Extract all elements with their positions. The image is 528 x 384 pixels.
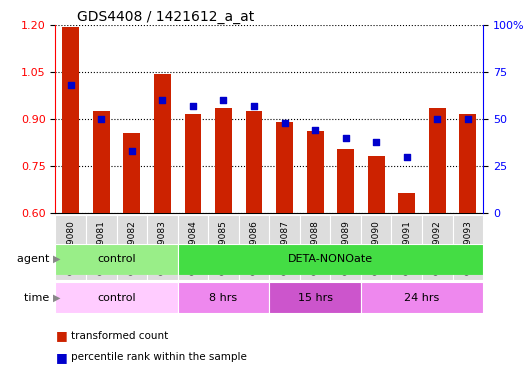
Text: 15 hrs: 15 hrs xyxy=(298,293,333,303)
Bar xyxy=(307,131,324,213)
Text: GSM549090: GSM549090 xyxy=(372,220,381,275)
Text: GSM549088: GSM549088 xyxy=(310,220,319,275)
Bar xyxy=(269,215,300,280)
Text: GSM549083: GSM549083 xyxy=(158,220,167,275)
Bar xyxy=(361,215,391,280)
Bar xyxy=(459,114,476,213)
Point xyxy=(188,103,197,109)
Bar xyxy=(86,215,117,280)
Point xyxy=(342,135,350,141)
Point xyxy=(250,103,258,109)
Bar xyxy=(215,108,232,213)
Bar xyxy=(391,215,422,280)
Point xyxy=(158,97,167,103)
Text: 24 hrs: 24 hrs xyxy=(404,293,440,303)
Text: percentile rank within the sample: percentile rank within the sample xyxy=(71,352,247,362)
Bar xyxy=(124,133,140,213)
Bar xyxy=(269,282,361,313)
Point xyxy=(311,127,319,133)
Bar xyxy=(337,149,354,213)
Bar xyxy=(361,282,483,313)
Bar xyxy=(55,282,177,313)
Text: GSM549086: GSM549086 xyxy=(250,220,259,275)
Text: GSM549081: GSM549081 xyxy=(97,220,106,275)
Text: time: time xyxy=(24,293,53,303)
Bar xyxy=(177,282,269,313)
Text: DETA-NONOate: DETA-NONOate xyxy=(288,254,373,264)
Text: GSM549082: GSM549082 xyxy=(127,220,136,275)
Point xyxy=(433,116,441,122)
Text: ▶: ▶ xyxy=(53,254,60,264)
Point xyxy=(128,148,136,154)
Bar xyxy=(331,215,361,280)
Point xyxy=(280,120,289,126)
Text: GSM549093: GSM549093 xyxy=(464,220,473,275)
Text: GSM549080: GSM549080 xyxy=(66,220,75,275)
Point xyxy=(464,116,472,122)
Bar xyxy=(184,114,201,213)
Point xyxy=(402,154,411,160)
Bar xyxy=(300,215,331,280)
Text: control: control xyxy=(97,254,136,264)
Bar xyxy=(429,108,446,213)
Text: 8 hrs: 8 hrs xyxy=(210,293,238,303)
Bar xyxy=(117,215,147,280)
Text: control: control xyxy=(97,293,136,303)
Text: GSM549092: GSM549092 xyxy=(433,220,442,275)
Point xyxy=(67,82,75,88)
Text: agent: agent xyxy=(17,254,53,264)
Bar xyxy=(93,111,110,213)
Text: GSM549087: GSM549087 xyxy=(280,220,289,275)
Text: GSM549084: GSM549084 xyxy=(188,220,197,275)
Bar xyxy=(246,111,262,213)
Text: ■: ■ xyxy=(55,351,67,364)
Text: GSM549089: GSM549089 xyxy=(341,220,350,275)
Point xyxy=(219,97,228,103)
Text: ▶: ▶ xyxy=(53,293,60,303)
Text: transformed count: transformed count xyxy=(71,331,168,341)
Bar xyxy=(147,215,177,280)
Bar xyxy=(55,244,177,275)
Point xyxy=(372,139,380,145)
Bar xyxy=(276,122,293,213)
Bar xyxy=(452,215,483,280)
Bar xyxy=(208,215,239,280)
Bar xyxy=(177,215,208,280)
Text: GSM549091: GSM549091 xyxy=(402,220,411,275)
Bar xyxy=(422,215,452,280)
Bar xyxy=(368,156,384,213)
Text: GDS4408 / 1421612_a_at: GDS4408 / 1421612_a_at xyxy=(77,10,254,24)
Text: ■: ■ xyxy=(55,329,67,343)
Bar xyxy=(239,215,269,280)
Text: GSM549085: GSM549085 xyxy=(219,220,228,275)
Bar xyxy=(55,215,86,280)
Bar xyxy=(62,26,79,213)
Bar xyxy=(398,193,415,213)
Point xyxy=(97,116,106,122)
Bar xyxy=(154,74,171,213)
Bar xyxy=(177,244,483,275)
